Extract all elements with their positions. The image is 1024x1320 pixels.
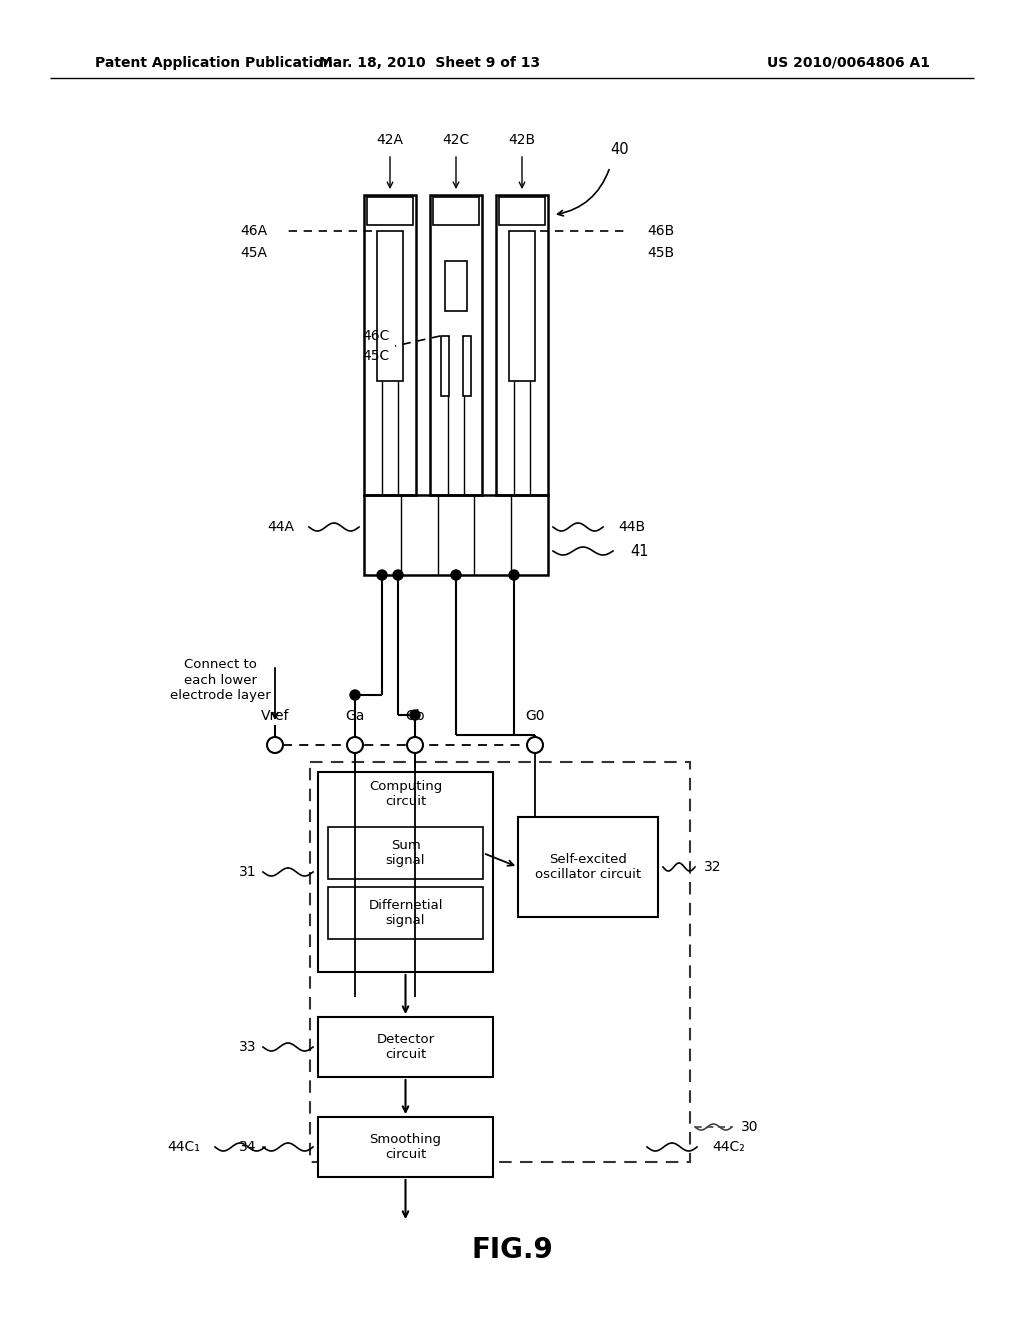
Text: 31: 31 bbox=[240, 865, 257, 879]
Text: 44A: 44A bbox=[267, 520, 294, 535]
Circle shape bbox=[451, 570, 461, 579]
Text: 41: 41 bbox=[630, 544, 648, 558]
Bar bbox=[509, 231, 535, 381]
Text: 34: 34 bbox=[240, 1140, 257, 1154]
Text: G0: G0 bbox=[525, 709, 545, 723]
Text: Ga: Ga bbox=[345, 709, 365, 723]
Text: 45A: 45A bbox=[240, 246, 267, 260]
Circle shape bbox=[350, 690, 360, 700]
Bar bbox=[441, 337, 449, 396]
Circle shape bbox=[407, 737, 423, 752]
Bar bbox=[310, 762, 690, 1162]
Circle shape bbox=[410, 710, 420, 719]
Bar bbox=[433, 197, 479, 224]
Bar bbox=[318, 772, 493, 972]
Bar bbox=[445, 261, 467, 312]
Bar bbox=[430, 195, 482, 495]
Circle shape bbox=[509, 570, 519, 579]
Text: 32: 32 bbox=[705, 861, 722, 874]
Bar bbox=[367, 197, 413, 224]
Text: 46B: 46B bbox=[647, 224, 674, 238]
Bar bbox=[364, 495, 548, 576]
Text: 42A: 42A bbox=[377, 133, 403, 147]
Text: Mar. 18, 2010  Sheet 9 of 13: Mar. 18, 2010 Sheet 9 of 13 bbox=[319, 55, 541, 70]
Text: Computing
circuit: Computing circuit bbox=[369, 780, 442, 808]
Bar bbox=[496, 195, 548, 495]
Text: US 2010/0064806 A1: US 2010/0064806 A1 bbox=[767, 55, 930, 70]
Bar bbox=[328, 828, 483, 879]
Text: 33: 33 bbox=[240, 1040, 257, 1053]
Bar bbox=[318, 1117, 493, 1177]
Bar bbox=[499, 197, 545, 224]
Bar bbox=[463, 337, 471, 396]
Text: 45B: 45B bbox=[647, 246, 674, 260]
Circle shape bbox=[347, 737, 362, 752]
Text: Vref: Vref bbox=[261, 709, 289, 723]
Circle shape bbox=[267, 737, 283, 752]
Text: Gb: Gb bbox=[406, 709, 425, 723]
Bar bbox=[364, 195, 416, 495]
Text: 45C: 45C bbox=[362, 348, 390, 363]
Text: Connect to
each lower
electrode layer: Connect to each lower electrode layer bbox=[170, 659, 270, 701]
Text: 44B: 44B bbox=[618, 520, 645, 535]
Circle shape bbox=[377, 570, 387, 579]
Bar bbox=[377, 231, 403, 381]
Text: Sum
signal: Sum signal bbox=[386, 840, 425, 867]
Text: Patent Application Publication: Patent Application Publication bbox=[95, 55, 333, 70]
Text: 46A: 46A bbox=[240, 224, 267, 238]
Text: 40: 40 bbox=[610, 143, 629, 157]
Circle shape bbox=[527, 737, 543, 752]
Text: Differnetial
signal: Differnetial signal bbox=[369, 899, 442, 927]
Circle shape bbox=[393, 570, 403, 579]
Text: 44C₁: 44C₁ bbox=[167, 1140, 200, 1154]
Text: 44C₂: 44C₂ bbox=[712, 1140, 744, 1154]
Text: Detector
circuit: Detector circuit bbox=[377, 1034, 434, 1061]
Text: Self-excited
oscillator circuit: Self-excited oscillator circuit bbox=[535, 853, 641, 880]
Bar bbox=[318, 1016, 493, 1077]
Text: Smoothing
circuit: Smoothing circuit bbox=[370, 1133, 441, 1162]
Text: FIG.9: FIG.9 bbox=[471, 1236, 553, 1265]
Bar bbox=[518, 817, 658, 917]
Text: 46C: 46C bbox=[362, 329, 390, 343]
Bar bbox=[328, 887, 483, 939]
Text: 42C: 42C bbox=[442, 133, 470, 147]
Text: 30: 30 bbox=[741, 1119, 759, 1134]
Text: 42B: 42B bbox=[509, 133, 536, 147]
